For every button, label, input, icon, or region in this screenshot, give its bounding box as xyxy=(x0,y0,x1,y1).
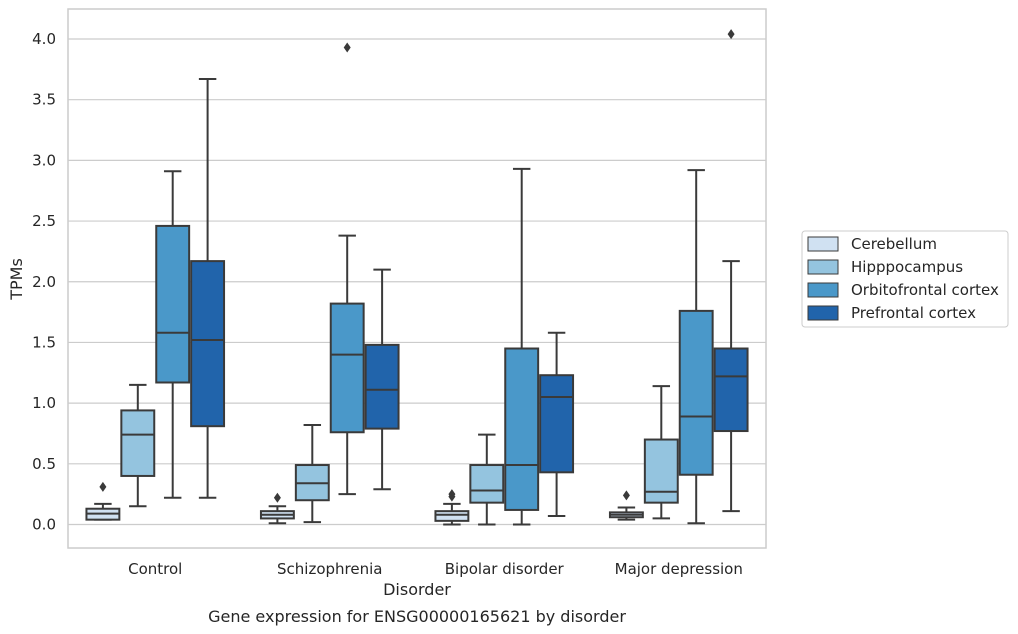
x-tick-label: Major depression xyxy=(615,560,743,578)
y-tick-label: 0.5 xyxy=(32,455,56,473)
box-orbitofrontal-cortex xyxy=(678,169,714,525)
y-tick-label: 2.5 xyxy=(32,212,56,230)
box-orbitofrontal-cortex xyxy=(329,42,365,496)
x-tick-label: Schizophrenia xyxy=(277,560,382,578)
box-cerebellum xyxy=(85,481,121,521)
x-axis-label: Disorder xyxy=(383,580,451,599)
legend-label: Cerebellum xyxy=(851,235,937,253)
box-prefrontal-cortex xyxy=(713,29,749,513)
box-body xyxy=(469,464,505,504)
box-body xyxy=(155,224,191,384)
box-body xyxy=(190,260,226,428)
y-tick-label: 0.0 xyxy=(32,516,56,534)
box-hipppocampus xyxy=(643,385,679,520)
box-hipppocampus xyxy=(120,383,156,508)
box-prefrontal-cortex xyxy=(190,78,226,499)
outlier-point xyxy=(622,490,630,501)
box-body xyxy=(539,374,575,474)
box-body xyxy=(713,347,749,433)
y-tick-label: 2.0 xyxy=(32,273,56,291)
y-tick-label: 1.5 xyxy=(32,333,56,351)
box-hipppocampus xyxy=(469,433,505,526)
box-prefrontal-cortex xyxy=(364,268,400,491)
plot-area xyxy=(85,29,749,526)
outlier-point xyxy=(448,489,456,500)
legend-swatch xyxy=(807,259,839,275)
box-orbitofrontal-cortex xyxy=(504,167,540,526)
outlier-point xyxy=(343,42,351,53)
box-body xyxy=(504,347,540,511)
y-axis-label: TPMs xyxy=(7,258,26,301)
legend-frame xyxy=(801,230,1009,328)
legend-label: Hipppocampus xyxy=(851,258,963,276)
x-tick-label: Bipolar disorder xyxy=(445,560,565,578)
y-tick-label: 1.0 xyxy=(32,394,56,412)
y-tick-label: 4.0 xyxy=(32,30,56,48)
box-body xyxy=(364,343,400,430)
box-body xyxy=(329,302,365,434)
legend-label: Prefrontal cortex xyxy=(851,304,976,322)
legend-swatch xyxy=(807,282,839,298)
box-body xyxy=(120,409,156,477)
box-hipppocampus xyxy=(294,423,330,524)
legend-swatch xyxy=(807,236,839,252)
x-tick-label: Control xyxy=(128,560,182,578)
box-cerebellum xyxy=(259,492,295,525)
legend-label: Orbitofrontal cortex xyxy=(851,281,999,299)
legend-swatch xyxy=(807,305,839,321)
legend: Cerebellum Hipppocampus Orbitofrontal cort… xyxy=(801,230,1009,328)
outlier-point xyxy=(727,29,735,40)
y-tick-label: 3.5 xyxy=(32,91,56,109)
box-prefrontal-cortex xyxy=(539,331,575,518)
x-axis-ticks: Control Schizophrenia Bipolar disorder Majo… xyxy=(128,560,743,578)
box-body xyxy=(643,438,679,504)
box-body xyxy=(678,309,714,476)
y-axis-ticks: 0.0 0.5 1.0 1.5 2.0 2.5 3.0 3.5 4.0 xyxy=(32,30,56,534)
chart-caption: Gene expression for ENSG00000165621 by d… xyxy=(208,607,626,626)
box-body xyxy=(434,510,470,522)
box-orbitofrontal-cortex xyxy=(155,170,191,499)
outlier-point xyxy=(273,492,281,503)
plot-frame xyxy=(67,8,767,549)
y-tick-label: 3.0 xyxy=(32,151,56,169)
box-cerebellum xyxy=(608,490,644,521)
outlier-point xyxy=(99,481,107,492)
box-cerebellum xyxy=(434,489,470,526)
